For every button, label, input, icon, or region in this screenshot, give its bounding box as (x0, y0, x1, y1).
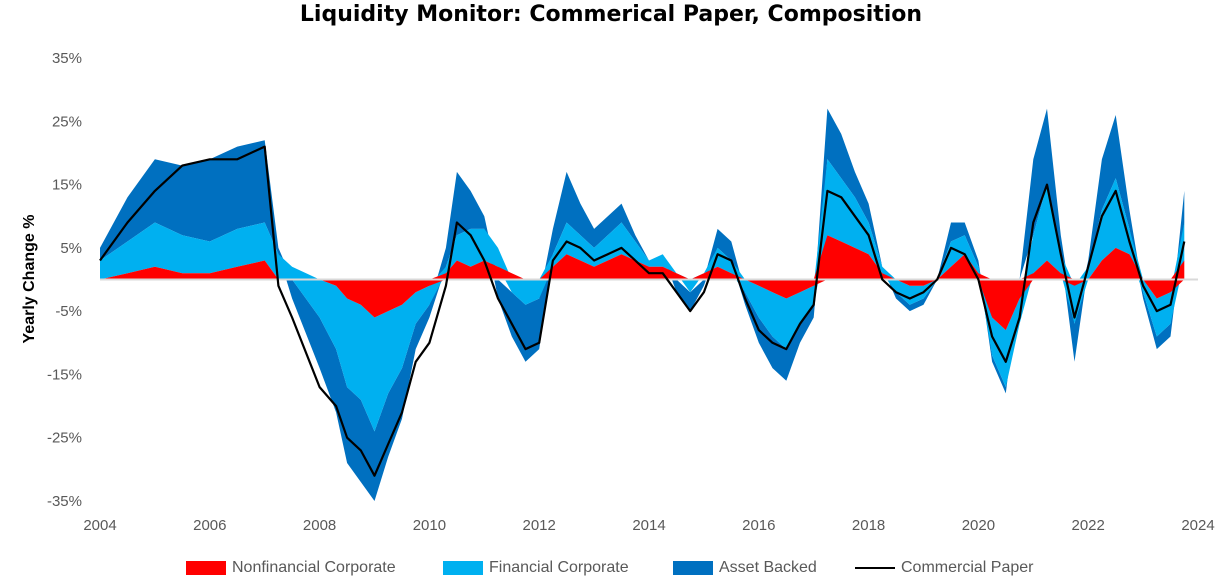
chart-plot: 35%25%15%5%-5%-15%-25%-35% 2004 2006 2008 2… (47, 50, 1215, 534)
financial-corporate-area (100, 159, 1185, 432)
x-tick-label: 2006 (193, 517, 226, 534)
legend-swatch-commercial-paper (855, 567, 895, 569)
x-tick-label: 2014 (632, 517, 665, 534)
commercial-paper-line (99, 145, 1186, 477)
legend-label-nonfinancial: Nonfinancial Corporate (232, 559, 396, 576)
legend-item-nonfinancial: Nonfinancial Corporate (186, 556, 396, 580)
x-tick-label: 2012 (523, 517, 556, 534)
legend-label-asset-backed: Asset Backed (719, 559, 817, 576)
x-tick-label: 2020 (962, 517, 995, 534)
y-tick-label: -5% (55, 303, 82, 320)
legend-label-financial: Financial Corporate (489, 559, 629, 576)
x-tick-label: 2016 (742, 517, 775, 534)
y-tick-label: -25% (47, 430, 82, 447)
y-tick-label: 35% (52, 50, 82, 67)
x-tick-label: 2022 (1072, 517, 1105, 534)
y-tick-label: -35% (47, 493, 82, 510)
nonfinancial-corporate-area (100, 235, 1185, 331)
legend-swatch-nonfinancial (186, 561, 226, 575)
legend-item-financial: Financial Corporate (443, 556, 629, 580)
x-tick-label: 2024 (1181, 517, 1214, 534)
y-tick-label: 25% (52, 113, 82, 130)
y-tick-label: -15% (47, 366, 82, 383)
y-tick-label: 15% (52, 177, 82, 194)
x-tick-label: 2018 (852, 517, 885, 534)
x-tick-label: 2004 (83, 517, 116, 534)
legend-swatch-financial (443, 561, 483, 575)
x-tick-label: 2010 (413, 517, 446, 534)
legend-item-asset-backed: Asset Backed (673, 556, 817, 580)
legend: Nonfinancial Corporate Financial Corpora… (0, 556, 1222, 580)
legend-item-commercial-paper: Commercial Paper (855, 556, 1033, 580)
legend-label-commercial-paper: Commercial Paper (901, 559, 1034, 576)
x-tick-labels: 2004 2006 2008 2010 2012 2014 2016 2018 2020 2022… (83, 517, 1214, 534)
y-tick-labels: 35% 25% 15% 5% -5% -15% -25% -35% (47, 50, 82, 510)
commercial-paper-line-group (99, 145, 1186, 477)
stacked-areas (100, 108, 1185, 501)
y-tick-label: 5% (60, 240, 82, 257)
x-tick-label: 2008 (303, 517, 336, 534)
chart-title: Liquidity Monitor: Commerical Paper, Com… (299, 2, 923, 27)
legend-swatch-asset-backed (673, 561, 713, 575)
